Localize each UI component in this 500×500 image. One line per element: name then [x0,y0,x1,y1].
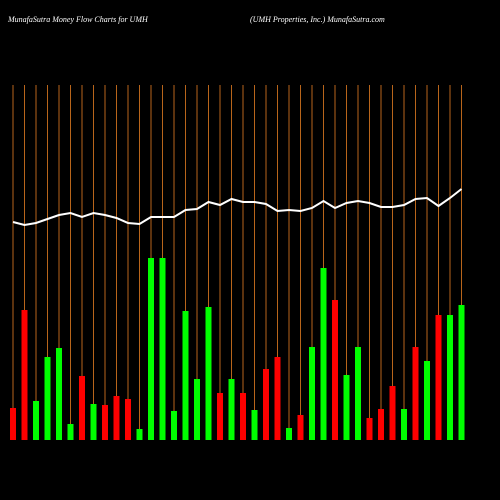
bar [320,268,327,440]
bar [240,393,246,440]
bar [355,347,361,440]
bar [194,379,200,440]
bar [286,428,292,440]
bar [44,357,51,440]
bar [401,409,407,440]
bar [263,369,269,440]
bar [136,429,143,440]
bar [378,409,384,440]
chart-title: MunafaSutra Money Flow Charts for UMH [7,15,149,24]
bar [125,399,131,440]
bar [424,361,430,440]
bar [228,379,235,440]
bar [21,310,28,440]
bar [389,386,396,440]
bar [366,418,373,440]
bar [113,396,120,440]
chart-subtitle: (UMH Properties, Inc.) MunafaSutra.com [250,15,385,24]
bar [171,411,177,440]
bar [205,307,212,440]
bar [309,347,315,440]
bar [10,408,16,440]
bar [90,404,97,440]
bar [435,315,442,440]
bar [67,424,74,440]
bar [159,258,166,440]
bar [182,311,189,440]
bar [251,410,258,440]
bar [297,415,304,440]
bar [33,401,39,440]
bar [79,376,85,440]
bar [148,258,154,440]
bar [343,375,350,440]
bar [447,315,453,440]
bar [217,393,223,440]
bar [274,357,281,440]
bar [102,405,108,440]
bar [412,347,419,440]
bar [458,305,465,440]
bar [56,348,62,440]
bar [332,300,338,440]
price-line [12,188,463,227]
